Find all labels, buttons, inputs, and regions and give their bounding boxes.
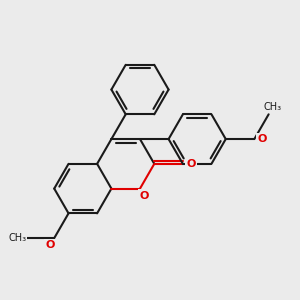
Text: CH₃: CH₃: [9, 233, 27, 243]
Text: CH₃: CH₃: [264, 102, 282, 112]
Text: O: O: [187, 159, 196, 169]
Text: O: O: [46, 240, 55, 250]
Text: O: O: [139, 190, 149, 200]
Text: O: O: [258, 134, 267, 144]
